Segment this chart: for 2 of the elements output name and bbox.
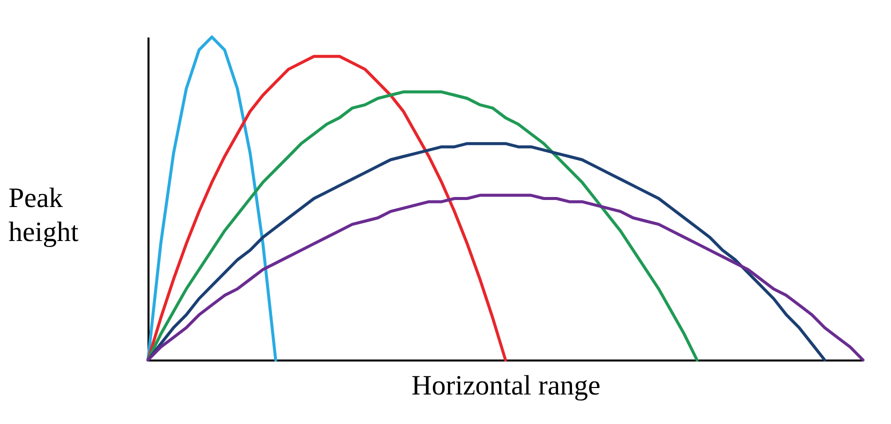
y-axis-title: Peak height	[8, 183, 79, 248]
x-axis-title: Horizontal range	[412, 370, 600, 402]
